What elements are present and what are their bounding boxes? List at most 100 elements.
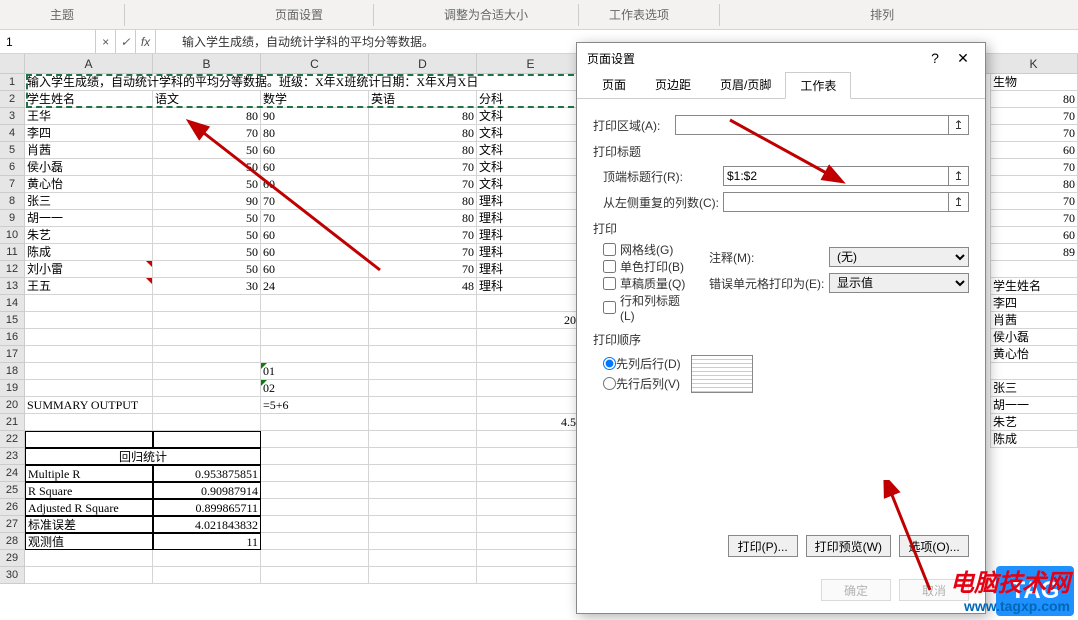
collapse-icon[interactable]: ↥ (949, 166, 969, 186)
cell[interactable] (477, 380, 585, 397)
cell[interactable]: 50 (153, 210, 261, 227)
cell[interactable]: 70 (261, 193, 369, 210)
cell-k[interactable]: 李四 (990, 295, 1078, 312)
cell[interactable]: 理科 (477, 210, 585, 227)
cell[interactable]: 02 (261, 380, 369, 397)
ribbon-group-sheet-options[interactable]: 工作表选项 (609, 6, 669, 23)
ribbon-group-page-setup[interactable]: 页面设置 (275, 6, 323, 23)
cell[interactable]: 70 (261, 210, 369, 227)
cell[interactable] (25, 295, 153, 312)
cell[interactable] (25, 346, 153, 363)
cell[interactable]: 70 (369, 244, 477, 261)
cell-k[interactable]: 60 (990, 142, 1078, 159)
cell[interactable] (261, 414, 369, 431)
cell-k[interactable]: 89 (990, 244, 1078, 261)
rowhead[interactable]: 30 (0, 567, 25, 584)
rowhead[interactable]: 22 (0, 431, 25, 448)
cell[interactable]: 数学 (261, 91, 369, 108)
cell-k[interactable]: 70 (990, 159, 1078, 176)
cell-k[interactable]: 张三 (990, 380, 1078, 397)
cell[interactable]: 01 (261, 363, 369, 380)
rowhead[interactable]: 14 (0, 295, 25, 312)
cell[interactable] (261, 431, 369, 448)
rowhead[interactable]: 24 (0, 465, 25, 482)
cell[interactable] (25, 380, 153, 397)
cell[interactable]: 理科 (477, 278, 585, 295)
cell[interactable] (477, 533, 585, 550)
cell[interactable]: 朱艺 (25, 227, 153, 244)
cell[interactable]: 70 (153, 125, 261, 142)
rowhead[interactable]: 2 (0, 91, 25, 108)
cell[interactable] (25, 329, 153, 346)
rowhead[interactable]: 8 (0, 193, 25, 210)
cell[interactable] (261, 329, 369, 346)
print-area-input[interactable] (675, 115, 949, 135)
cell[interactable]: 60 (261, 261, 369, 278)
cell[interactable] (369, 397, 477, 414)
cell[interactable]: 30 (153, 278, 261, 295)
cell[interactable] (153, 397, 261, 414)
rowhead[interactable]: 17 (0, 346, 25, 363)
title-cell[interactable]: 输入学生成绩，自动统计学科的平均分等数据。班级：X年X班统计日期：X年X月X日 (25, 74, 585, 91)
cell[interactable] (369, 295, 477, 312)
cell[interactable] (261, 482, 369, 499)
cell[interactable]: 标准误差 (25, 516, 153, 533)
cell[interactable]: 60 (261, 227, 369, 244)
top-rows-input[interactable] (723, 166, 949, 186)
cell[interactable] (25, 312, 153, 329)
cell[interactable]: 0.899865711 (153, 499, 261, 516)
cell[interactable]: 90 (261, 108, 369, 125)
tab-header-footer[interactable]: 页眉/页脚 (705, 71, 786, 98)
cell[interactable] (153, 380, 261, 397)
down-over-radio[interactable] (603, 357, 616, 370)
cell[interactable] (477, 550, 585, 567)
cell-k[interactable]: 80 (990, 91, 1078, 108)
cell[interactable]: 80 (369, 210, 477, 227)
cell[interactable]: 学生姓名 (25, 91, 153, 108)
rowhead[interactable]: 9 (0, 210, 25, 227)
rowhead[interactable]: 23 (0, 448, 25, 465)
cell-k[interactable]: 70 (990, 210, 1078, 227)
cell[interactable] (153, 414, 261, 431)
cell[interactable] (477, 516, 585, 533)
rowhead[interactable]: 29 (0, 550, 25, 567)
cell[interactable]: 理科 (477, 261, 585, 278)
cell[interactable]: Adjusted R Square (25, 499, 153, 516)
cell[interactable] (153, 567, 261, 584)
cell[interactable]: 李四 (25, 125, 153, 142)
cell[interactable]: Multiple R (25, 465, 153, 482)
tab-sheet[interactable]: 工作表 (785, 72, 851, 99)
options-button[interactable]: 选项(O)... (899, 535, 969, 557)
rowhead[interactable]: 21 (0, 414, 25, 431)
cell[interactable] (477, 465, 585, 482)
cell[interactable] (261, 516, 369, 533)
cell[interactable]: 分科 (477, 91, 585, 108)
cell[interactable] (25, 414, 153, 431)
cell[interactable]: 4.56 (477, 414, 585, 431)
rowhead[interactable]: 11 (0, 244, 25, 261)
cell[interactable]: 48 (369, 278, 477, 295)
cell[interactable] (369, 533, 477, 550)
cell-k[interactable]: 黄心怡 (990, 346, 1078, 363)
cell[interactable] (369, 465, 477, 482)
cell[interactable] (25, 567, 153, 584)
cell[interactable] (369, 312, 477, 329)
cell[interactable] (25, 363, 153, 380)
cell[interactable]: 0.953875851 (153, 465, 261, 482)
colhead-d[interactable]: D (369, 54, 477, 73)
cell[interactable] (477, 482, 585, 499)
cell[interactable]: 语文 (153, 91, 261, 108)
colhead-k[interactable]: K (990, 54, 1078, 74)
cell[interactable]: 王五 (25, 278, 153, 295)
cell-k[interactable]: 60 (990, 227, 1078, 244)
rowhead[interactable]: 4 (0, 125, 25, 142)
cell[interactable]: 60 (261, 142, 369, 159)
colhead-e[interactable]: E (477, 54, 585, 73)
cell[interactable] (153, 363, 261, 380)
select-all-corner[interactable] (0, 54, 25, 73)
cell[interactable]: 202 (477, 312, 585, 329)
ribbon-group-arrange[interactable]: 排列 (870, 6, 894, 23)
rowhead[interactable]: 10 (0, 227, 25, 244)
rowhead[interactable]: 1 (0, 74, 25, 91)
cell[interactable] (477, 499, 585, 516)
